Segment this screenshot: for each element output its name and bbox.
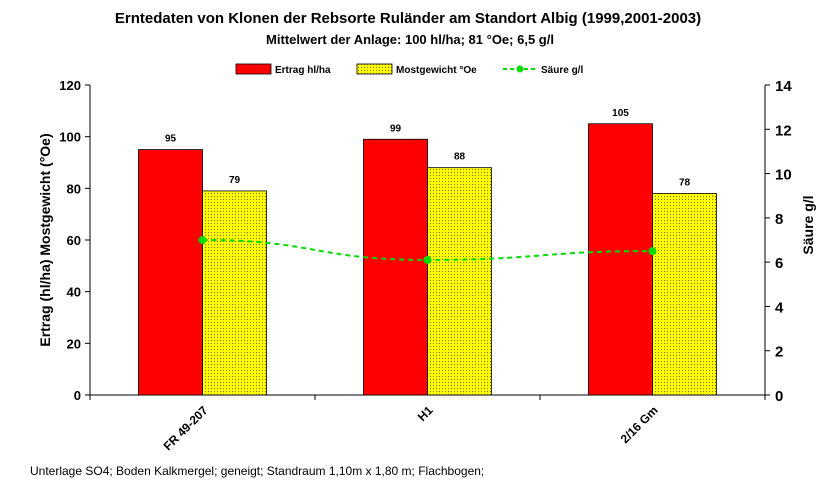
saeure-point <box>648 247 657 256</box>
y-axis-right-label: Säure g/l <box>800 195 816 254</box>
bar-mostgewicht <box>652 193 717 396</box>
bar-labels: 95 79 99 88 105 78 <box>165 108 691 189</box>
bars <box>138 123 717 396</box>
y-left-tick-label: 120 <box>59 78 81 93</box>
bar-value-label: 95 <box>165 134 177 145</box>
legend-label-saeure: Säure g/l <box>541 65 583 76</box>
chart-subtitle: Mittelwert der Anlage: 100 hl/ha; 81 °Oe… <box>266 32 554 47</box>
bar-mostgewicht <box>202 190 267 396</box>
bar-value-label: 105 <box>612 108 629 119</box>
y-right-ticks: 0 2 4 6 8 10 12 14 <box>765 78 792 405</box>
legend-swatch-ertrag <box>235 63 272 75</box>
y-left-tick-label: 40 <box>67 285 81 300</box>
chart-title: Erntedaten von Klonen der Rebsorte Rulän… <box>115 10 701 27</box>
saeure-point <box>198 236 207 244</box>
y-left-ticks: 0 20 40 60 80 100 120 <box>59 78 90 403</box>
bar-value-label: 79 <box>229 175 241 186</box>
y-right-tick-label: 10 <box>775 167 792 184</box>
bar-ertrag <box>588 123 653 396</box>
y-left-tick-label: 60 <box>67 233 81 248</box>
bar-mostgewicht <box>427 167 492 396</box>
legend-label-ertrag: Ertrag hl/ha <box>275 65 331 76</box>
saeure-series <box>198 236 657 264</box>
bar-value-label: 99 <box>390 123 402 134</box>
y-axis-left-label: Ertrag (hl/ha) Mostgewicht (°Oe) <box>37 133 53 346</box>
legend-swatch-mostgewicht <box>356 63 393 75</box>
y-right-tick-label: 6 <box>775 255 783 272</box>
footnote: Unterlage SO4; Boden Kalkmergel; geneigt… <box>30 464 484 478</box>
y-right-tick-label: 2 <box>775 344 783 361</box>
y-left-tick-label: 100 <box>59 130 81 145</box>
y-right-tick-label: 14 <box>775 78 792 95</box>
bar-ertrag <box>138 149 203 396</box>
bar-value-label: 78 <box>679 178 691 189</box>
y-left-tick-label: 20 <box>67 336 81 351</box>
legend: Ertrag hl/ha Mostgewicht °Oe Säure g/l <box>235 63 583 76</box>
legend-marker-saeure <box>516 65 524 73</box>
y-right-tick-label: 4 <box>775 299 784 316</box>
y-right-tick-label: 12 <box>775 122 792 139</box>
x-tick-label: 2/16 Gm <box>618 403 661 446</box>
y-right-tick-label: 8 <box>775 211 783 228</box>
x-tick-label: H1 <box>415 403 436 424</box>
y-left-tick-label: 0 <box>74 388 81 403</box>
x-tick-label: FR 49-207 <box>161 403 211 453</box>
y-right-tick-label: 0 <box>775 388 783 405</box>
bar-ertrag <box>363 138 428 396</box>
x-ticks: FR 49-207 H1 2/16 Gm <box>89 395 766 453</box>
bar-value-label: 88 <box>454 152 466 163</box>
saeure-point <box>423 255 432 264</box>
legend-label-mostgewicht: Mostgewicht °Oe <box>396 65 477 76</box>
y-left-tick-label: 80 <box>67 181 81 196</box>
